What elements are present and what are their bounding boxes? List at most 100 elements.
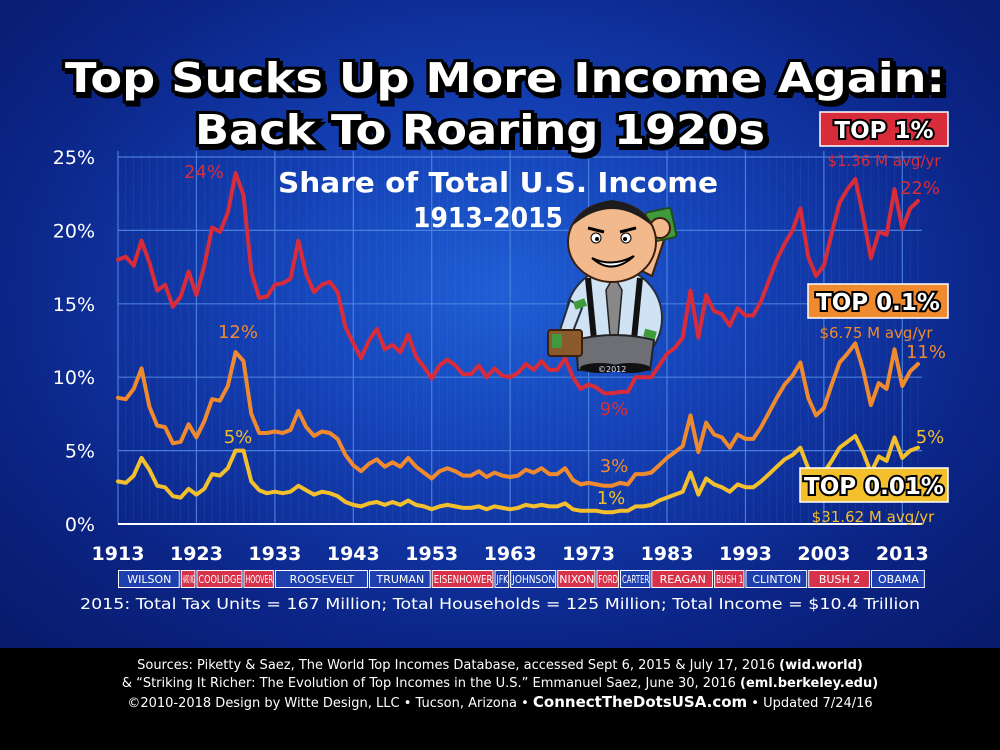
legend-top01-box (807, 283, 949, 319)
subtitle-line-2: 1913-2015 (413, 201, 563, 234)
x-tick-label: 1933 (248, 543, 301, 565)
president-fill (119, 571, 179, 587)
title-line-2: Back To Roaring 1920s (195, 106, 765, 154)
footer-credit-line: ©2010-2018 Design by Witte Design, LLC •… (0, 693, 1000, 713)
y-tick-label: 10% (53, 367, 95, 389)
president-fill (197, 571, 242, 587)
president-label: NIXON (559, 573, 594, 586)
president-label: CLINTON (752, 573, 801, 586)
president-fill (746, 571, 807, 587)
x-axis: 1913 1923 1933 1943 1953 1963 1973 1983 1993 2003… (92, 543, 929, 565)
series-line-top01 (116, 341, 920, 488)
annotation-top001-low: 1% (597, 488, 626, 509)
president-fill (181, 571, 195, 587)
title-line-1: Top Sucks Up More Income Again: (65, 54, 945, 102)
income-share-chart: 0% 5% 10% 15% 20% 25% 1913 1923 1933 1943 1953 196… (53, 51, 949, 613)
president-fill (432, 571, 493, 587)
footer-sources-text: Sources: Piketty & Saez, The World Top I… (137, 658, 780, 673)
president-label: ROOSEVELT (290, 573, 355, 586)
x-tick-label: 2003 (797, 543, 850, 565)
legend-top001-avg: $31.62 M avg/yr (812, 508, 935, 526)
legend-top1-avg: $1.36 M avg/yr (827, 152, 941, 170)
president-fill (369, 571, 430, 587)
legend: TOP 1% $1.36 M avg/yr TOP 0.1% $6.75 M a… (799, 111, 949, 526)
x-tick-label: 1943 (327, 543, 380, 565)
annotation-top1-peak: 24% (184, 162, 224, 183)
footer-saez-text: & “Striking It Richer: The Evolution of … (121, 676, 740, 691)
footer-sources-line: Sources: Piketty & Saez, The World Top I… (0, 657, 1000, 675)
footer-credit-text: ©2010-2018 Design by Witte Design, LLC •… (127, 696, 533, 711)
horizontal-gridlines (118, 156, 922, 525)
annotation-top1-latest: 22% (900, 178, 940, 199)
footer-sources-link[interactable]: (wid.world) (779, 658, 863, 673)
president-label: WILSON (127, 573, 171, 586)
y-tick-label: 15% (53, 294, 95, 316)
x-tick-label: 1993 (719, 543, 772, 565)
president-fill (620, 571, 650, 587)
president-fill (275, 571, 367, 587)
series-line-top1 (116, 171, 920, 396)
cartoon-copyright: ©2012 (598, 365, 626, 374)
x-tick-label: 2013 (876, 543, 929, 565)
footer-updated-text: • Updated 7/24/16 (747, 696, 873, 711)
president-fill (871, 571, 924, 587)
president-fill (715, 571, 744, 587)
annotation-top01-latest: 11% (906, 342, 946, 363)
annotations: 24% 22% 9% 12% 11% 3% 5% 5% 1% (184, 162, 946, 509)
y-tick-label: 25% (53, 147, 95, 169)
annotation-top01-low: 3% (600, 456, 629, 477)
president-label: COOLIDGE (198, 573, 241, 586)
president-label: JFK (496, 573, 509, 586)
president-label: OBAMA (878, 573, 919, 586)
tycoon-cartoon: ©2012 (547, 200, 678, 374)
x-tick-label: 1973 (562, 543, 615, 565)
president-fill (511, 571, 556, 587)
x-tick-label: 1913 (92, 543, 145, 565)
legend-top01-label: TOP 0.1% (816, 290, 940, 316)
president-label: FORD (598, 573, 618, 586)
president-label: CARTER (622, 573, 650, 586)
chart-background: 0% 5% 10% 15% 20% 25% 1913 1923 1933 1943 1953 196… (0, 0, 1000, 648)
x-tick-label: 1953 (405, 543, 458, 565)
sources-footer: Sources: Piketty & Saez, The World Top I… (0, 648, 1000, 750)
president-label: REAGAN (660, 573, 706, 586)
footer-saez-line: & “Striking It Richer: The Evolution of … (0, 675, 1000, 693)
x-tick-label: 1923 (170, 543, 223, 565)
annotation-top001-latest: 5% (916, 427, 945, 448)
annotation-top1-low: 9% (600, 399, 629, 420)
legend-top1-box (819, 111, 949, 147)
president-label: BUSH 2 (819, 573, 860, 586)
legend-top1-label: TOP 1% (834, 118, 933, 144)
totals-note: 2015: Total Tax Units = 167 Million; Tot… (80, 595, 920, 613)
legend-top1: TOP 1% $1.36 M avg/yr (819, 111, 949, 170)
legend-top001: TOP 0.01% $31.62 M avg/yr (799, 467, 949, 526)
annotation-top001-peak: 5% (224, 427, 253, 448)
president-label: TRUMAN (376, 573, 425, 586)
y-tick-label: 0% (65, 514, 95, 536)
president-label: HARD ING (183, 573, 195, 586)
legend-top01: TOP 0.1% $6.75 M avg/yr (807, 283, 949, 342)
y-axis: 0% 5% 10% 15% 20% 25% (53, 147, 95, 536)
president-fill (809, 571, 869, 587)
president-fill (495, 571, 509, 587)
legend-top001-box (799, 467, 949, 503)
series-line-top001 (116, 433, 920, 515)
president-label: BUSH 1 (716, 573, 743, 586)
chart-title: Top Sucks Up More Income Again: Back To … (62, 51, 948, 157)
president-fill (244, 571, 273, 587)
footer-saez-link[interactable]: (eml.berkeley.edu) (740, 676, 879, 691)
presidents-bar: WILSON HARD ING COOLIDGE HOOVER ROOSEVELT TRU… (118, 570, 925, 588)
annotation-top01-peak: 12% (218, 322, 258, 343)
president-fill (558, 571, 595, 587)
y-tick-label: 20% (53, 220, 95, 242)
legend-top01-avg: $6.75 M avg/yr (819, 324, 933, 342)
subtitle-line-1: Share of Total U.S. Income (278, 166, 718, 199)
footer-site-link[interactable]: ConnectTheDotsUSA.com (532, 693, 748, 711)
president-label: JOHNSON (511, 573, 555, 586)
president-fill (597, 571, 618, 587)
x-tick-label: 1983 (641, 543, 694, 565)
president-label: HOOVER (245, 573, 273, 586)
x-tick-label: 1963 (484, 543, 537, 565)
y-tick-label: 5% (65, 441, 95, 463)
president-fill (652, 571, 713, 587)
